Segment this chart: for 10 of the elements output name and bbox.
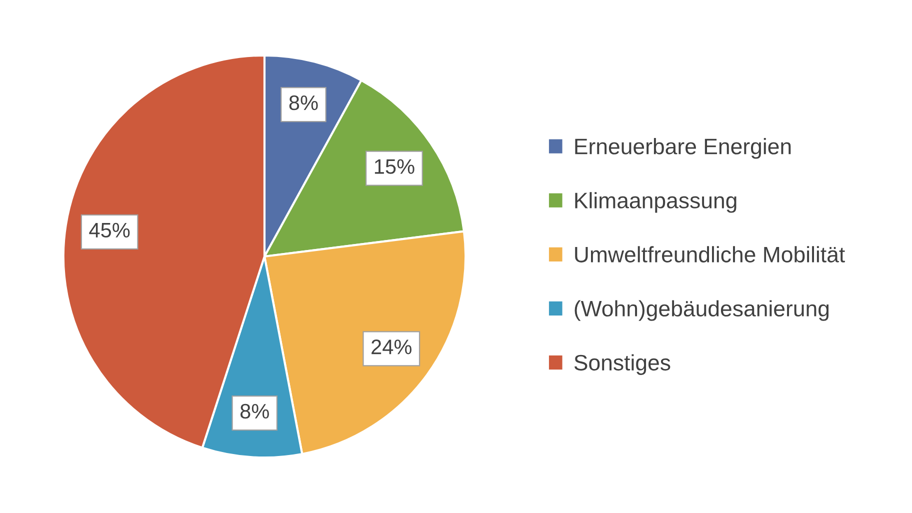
legend-label: Umweltfreundliche Mobilität — [575, 246, 845, 262]
data-label: 24% — [372, 340, 412, 354]
legend-label: Sonstiges — [574, 354, 670, 375]
data-label: 8% — [240, 404, 269, 419]
data-label: 15% — [374, 159, 414, 174]
legend-label: Erneuerbare Energien — [575, 138, 791, 159]
legend-label: Klimaanpassung — [575, 192, 736, 213]
data-label: 45% — [89, 222, 130, 238]
data-label: 8% — [289, 95, 318, 110]
legend-label: (Wohn)gebäudesanierung — [574, 300, 829, 321]
